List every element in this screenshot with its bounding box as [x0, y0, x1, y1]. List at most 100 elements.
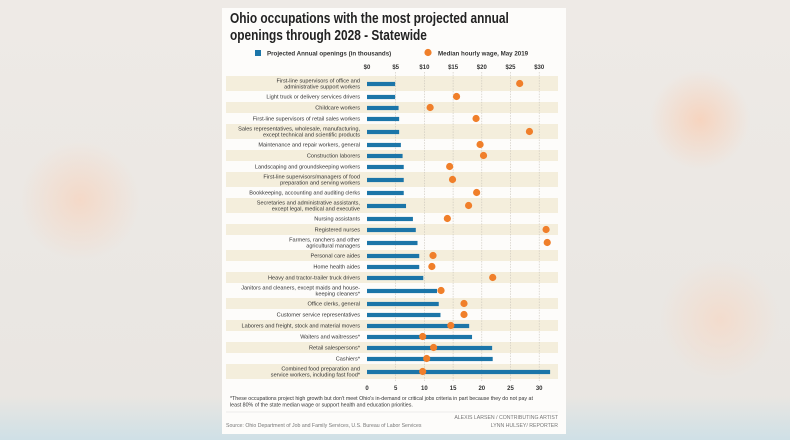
bar-openings	[367, 275, 424, 281]
category-label: Retail salespersons*	[309, 346, 361, 352]
dot-median-wage	[464, 201, 473, 210]
bar-openings	[367, 253, 420, 259]
top-tick-label: $5	[392, 65, 399, 71]
category-label: Maintenance and repair workers, general	[258, 143, 360, 149]
category-label: First-line supervisors/managers of food	[263, 175, 360, 181]
bar-openings	[367, 301, 439, 307]
top-tick-label: $25	[505, 65, 516, 71]
bottom-tick-label: 10	[421, 386, 428, 392]
dot-median-wage	[419, 367, 427, 376]
dot-median-wage	[419, 332, 427, 341]
dot-median-wage	[443, 214, 451, 223]
credit-text: LYNN HULSEY/ REPORTER	[491, 423, 559, 429]
top-tick-label: $10	[419, 65, 430, 71]
dot-median-wage	[489, 273, 497, 282]
dot-median-wage	[428, 262, 436, 271]
category-label: Combined food preparation and	[281, 367, 360, 373]
footnote: *These occupations project high growth b…	[230, 396, 533, 402]
dot-median-wage	[429, 251, 437, 260]
category-label: Personal care aides	[311, 254, 361, 260]
bar-openings	[367, 153, 403, 159]
bottom-tick-label: 15	[450, 386, 457, 392]
bar-openings	[367, 369, 551, 375]
dot-median-wage	[525, 127, 534, 136]
bar-openings	[367, 81, 396, 87]
bar-openings	[367, 264, 420, 270]
category-label: except legal, medical and executive	[272, 207, 360, 213]
source-text: Source: Ohio Department of Job and Famil…	[226, 423, 422, 429]
dot-median-wage	[479, 151, 488, 160]
dot-median-wage	[472, 114, 480, 123]
category-label: Secretaries and administrative assistant…	[257, 201, 361, 207]
top-tick-label: $20	[477, 65, 488, 71]
dot-median-wage	[447, 321, 455, 330]
top-tick-label: $15	[448, 65, 459, 71]
bar-openings	[367, 216, 413, 222]
category-label: Nursing assistants	[314, 217, 360, 223]
legend-bar-swatch	[255, 50, 261, 56]
dot-median-wage	[473, 188, 481, 197]
footnote: least 80% of the state median wage or su…	[230, 403, 413, 409]
bar-openings	[367, 312, 441, 318]
category-label: keeping cleaners*	[316, 292, 361, 298]
category-label: except technical and scientific products	[263, 133, 360, 139]
bottom-tick-label: 20	[478, 386, 485, 392]
bar-openings	[367, 142, 401, 148]
dot-median-wage	[426, 103, 434, 112]
bar-openings	[367, 345, 493, 351]
bar-openings	[367, 203, 407, 209]
dot-median-wage	[429, 343, 438, 352]
category-label: service workers, including fast food*	[271, 373, 361, 379]
dot-median-wage	[452, 92, 461, 101]
category-label: First-line supervisors of retail sales w…	[253, 117, 360, 123]
category-label: Heavy and tractor-trailer truck drivers	[268, 276, 360, 282]
category-label: Sales representatives, wholesale, manufa…	[238, 127, 360, 133]
category-label: Farmers, ranchers and other	[289, 238, 360, 244]
credit-text: ALEXIS LARSEN / CONTRIBUTING ARTIST	[454, 415, 559, 421]
legend-dot-label: Median hourly wage, May 2019	[438, 51, 529, 58]
bar-openings	[367, 323, 470, 329]
bar-openings	[367, 94, 396, 100]
category-label: Light truck or delivery services drivers	[266, 95, 360, 101]
bottom-tick-label: 0	[365, 386, 369, 392]
bottom-tick-label: 5	[394, 386, 398, 392]
bar-openings	[367, 129, 400, 135]
legend-bar-label: Projected Annual openings (in thousands)	[267, 51, 391, 58]
category-label: Construction laborers	[307, 154, 360, 160]
category-label: Childcare workers	[315, 106, 360, 112]
bar-openings	[367, 177, 404, 183]
category-label: Registered nurses	[315, 228, 361, 234]
chart-card: Ohio occupations with the most projected…	[222, 8, 566, 434]
top-tick-label: $0	[364, 65, 371, 71]
dot-median-wage	[460, 299, 468, 308]
dot-median-wage	[437, 286, 445, 295]
category-label: Landscaping and groundskeeping workers	[255, 165, 360, 171]
bottom-tick-label: 25	[507, 386, 514, 392]
bar-openings	[367, 288, 438, 294]
dot-median-wage	[543, 238, 551, 247]
category-label: agricultural managers	[306, 244, 360, 250]
category-label: Waiters and waitresses*	[300, 335, 361, 341]
dot-median-wage	[446, 162, 454, 171]
category-label: administrative support workers	[284, 85, 360, 91]
category-label: Customer service representatives	[277, 313, 361, 319]
bar-openings	[367, 240, 418, 246]
bar-openings	[367, 105, 399, 111]
dot-median-wage	[476, 140, 484, 149]
category-label: Laborers and freight, stock and material…	[242, 324, 361, 330]
category-label: Cashiers*	[336, 357, 361, 363]
dot-median-wage	[542, 225, 550, 234]
category-label: Bookkeeping, accounting and auditing cle…	[249, 191, 360, 197]
category-label: Home health aides	[313, 265, 360, 271]
bar-openings	[367, 116, 400, 122]
dot-median-wage	[516, 79, 524, 88]
bar-openings	[367, 227, 416, 233]
dot-median-wage	[448, 175, 457, 184]
dot-median-wage	[423, 354, 431, 363]
bar-openings	[367, 190, 404, 196]
legend-dot-swatch	[424, 48, 432, 57]
category-label: preparation and serving workers	[280, 181, 360, 187]
top-tick-label: $30	[534, 65, 545, 71]
category-label: First-line supervisors of office and	[276, 79, 360, 85]
bottom-tick-label: 30	[536, 386, 543, 392]
